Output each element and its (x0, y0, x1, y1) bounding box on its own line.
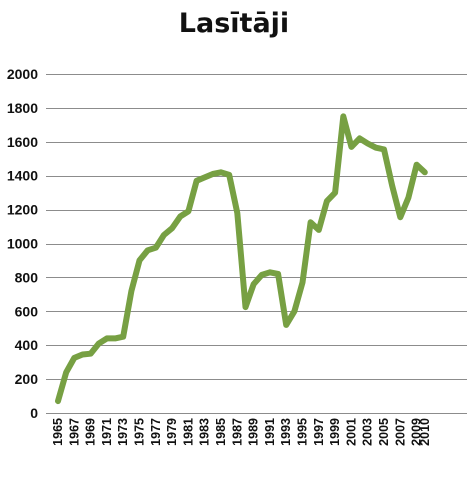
y-tick-label: 1200 (7, 202, 38, 218)
y-tick-label: 400 (15, 337, 39, 353)
x-tick-label: 1989 (247, 418, 261, 446)
x-tick-label: 2010 (418, 418, 432, 446)
x-tick-label: 2003 (361, 418, 375, 446)
x-tick-label: 1975 (133, 418, 147, 446)
series-line (55, 113, 428, 405)
x-tick-label: 2005 (377, 418, 391, 446)
x-tick-label: 2009 (410, 418, 424, 446)
y-tick-label: 1800 (7, 100, 38, 116)
x-tick-label: 1997 (312, 418, 326, 446)
y-tick-label: 1600 (7, 134, 38, 150)
x-tick-label: 1967 (67, 418, 81, 446)
x-tick-label: 1969 (84, 418, 98, 446)
y-axis-tick-labels: 0 200 400 600 800 1000 1200 1400 1600 1800 2000 (7, 66, 38, 421)
x-tick-label: 1987 (230, 418, 244, 446)
y-tick-label: 0 (30, 405, 38, 421)
x-tick-label: 2001 (344, 418, 358, 446)
y-tick-label: 200 (15, 371, 39, 387)
x-tick-label: 1995 (296, 418, 310, 446)
y-tick-label: 800 (15, 269, 39, 285)
x-axis-tick-labels: 1965 1967 1969 1971 1973 1975 1977 1979 1981 1983… (51, 418, 432, 446)
x-tick-label: 1991 (263, 418, 277, 446)
x-tick-label: 1993 (279, 418, 293, 446)
x-tick-label: 1971 (100, 418, 114, 446)
x-tick-label: 1983 (198, 418, 212, 446)
x-tick-label: 1999 (328, 418, 342, 446)
x-tick-label: 1979 (165, 418, 179, 446)
y-tick-label: 2000 (7, 66, 38, 82)
x-tick-label: 1973 (116, 418, 130, 446)
chart-title: Lasītāji (179, 8, 289, 39)
y-tick-label: 600 (15, 303, 39, 319)
gridlines (46, 74, 467, 380)
x-tick-label: 1981 (181, 418, 195, 446)
y-tick-label: 1000 (7, 236, 38, 252)
x-tick-label: 1965 (51, 418, 65, 446)
y-tick-label: 1400 (7, 168, 38, 184)
x-tick-label: 1985 (214, 418, 228, 446)
x-tick-label: 1977 (149, 418, 163, 446)
x-tick-label: 2007 (393, 418, 407, 446)
